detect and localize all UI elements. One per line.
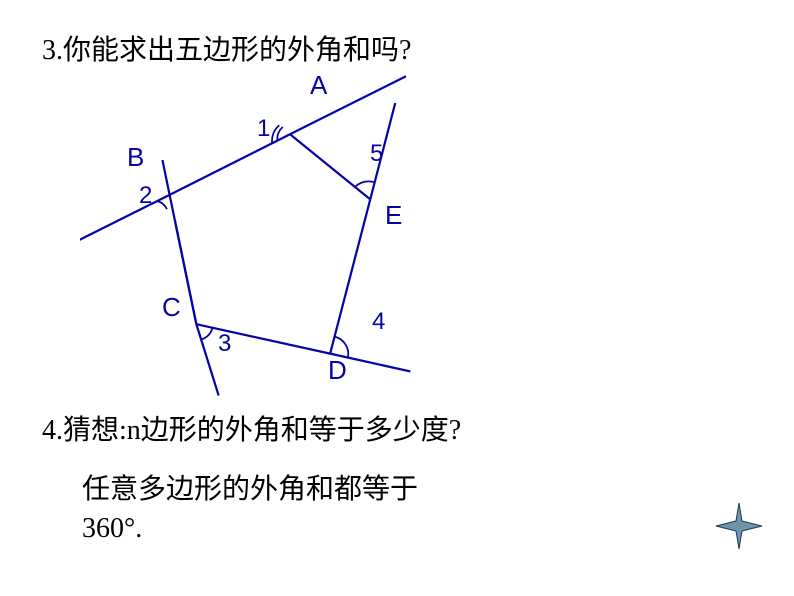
side-de: [330, 199, 370, 353]
vertex-e-label: E: [385, 200, 402, 231]
angle-3-label: 3: [218, 330, 231, 358]
ext-b-up: [162, 160, 169, 195]
side-ab: [170, 134, 290, 195]
question-4: 4.猜想:n边形的外角和等于多少度?: [42, 408, 461, 448]
angle-2-label: 2: [139, 182, 152, 210]
vertex-c-label: C: [162, 292, 181, 323]
pentagon-diagram: A B C D E 1 2 3 4 5: [80, 70, 500, 400]
star-path: [716, 503, 762, 549]
arc-5: [355, 181, 375, 186]
question-4-text: 猜想:n边形的外角和等于多少度?: [63, 415, 461, 446]
ext-ba: [80, 195, 170, 244]
question-3: 3.你能求出五边形的外角和吗?: [42, 28, 411, 68]
vertex-a-label: A: [310, 70, 327, 101]
angle-4-label: 4: [372, 308, 385, 336]
question-3-text: 你能求出五边形的外角和吗?: [63, 35, 411, 66]
angle-5-label: 5: [370, 140, 383, 168]
arc-3: [202, 328, 213, 340]
question-3-number: 3.: [42, 35, 63, 66]
vertex-b-label: B: [127, 142, 144, 173]
answer-line2: 360°.: [82, 509, 418, 548]
angle-1-label: 1: [257, 115, 270, 143]
answer-text: 任意多边形的外角和都等于 360°.: [82, 470, 418, 548]
pentagon-svg: [80, 70, 500, 400]
side-cd: [196, 324, 330, 353]
vertex-d-label: D: [328, 355, 347, 386]
arc-2: [157, 201, 167, 209]
star-icon: [714, 501, 764, 551]
answer-line1: 任意多边形的外角和都等于: [82, 470, 418, 509]
ext-c: [196, 324, 218, 395]
question-4-number: 4.: [42, 415, 63, 446]
side-ea: [290, 134, 370, 199]
